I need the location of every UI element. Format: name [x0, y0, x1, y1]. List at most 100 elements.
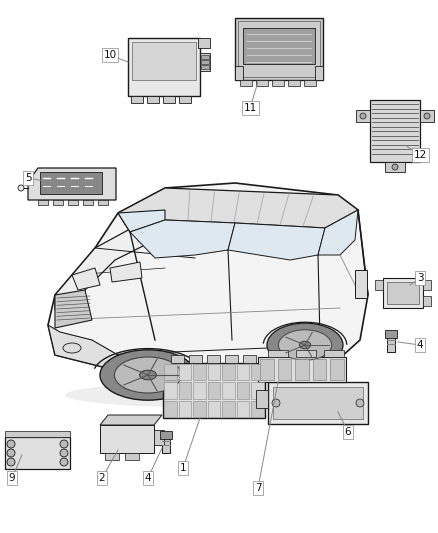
- Bar: [423, 280, 431, 290]
- Bar: [288, 80, 300, 86]
- Bar: [68, 200, 78, 205]
- Circle shape: [356, 399, 364, 407]
- Polygon shape: [318, 210, 358, 255]
- Circle shape: [18, 185, 24, 191]
- Polygon shape: [118, 188, 358, 232]
- Circle shape: [7, 458, 15, 466]
- Bar: [273, 387, 363, 419]
- Polygon shape: [48, 183, 368, 375]
- Text: 10: 10: [103, 50, 117, 60]
- Bar: [189, 355, 202, 363]
- Bar: [256, 390, 268, 408]
- Circle shape: [424, 113, 430, 119]
- Bar: [201, 65, 209, 69]
- Bar: [383, 278, 423, 308]
- Bar: [237, 382, 249, 399]
- Bar: [83, 200, 93, 205]
- Ellipse shape: [279, 330, 332, 360]
- Bar: [201, 60, 209, 64]
- Polygon shape: [118, 210, 165, 232]
- Polygon shape: [100, 415, 162, 425]
- Bar: [163, 363, 265, 418]
- Bar: [258, 357, 346, 382]
- Bar: [98, 200, 108, 205]
- Bar: [131, 96, 143, 103]
- Circle shape: [60, 449, 68, 457]
- Bar: [315, 66, 323, 80]
- Ellipse shape: [140, 370, 156, 380]
- Ellipse shape: [114, 357, 182, 393]
- Bar: [235, 66, 243, 80]
- Polygon shape: [110, 262, 142, 282]
- Ellipse shape: [267, 323, 343, 367]
- Bar: [160, 431, 172, 439]
- Ellipse shape: [299, 341, 311, 349]
- Bar: [243, 28, 315, 64]
- Text: 11: 11: [244, 103, 257, 113]
- Bar: [243, 355, 256, 363]
- Bar: [225, 355, 238, 363]
- Text: 7: 7: [254, 483, 261, 493]
- Text: 2: 2: [99, 473, 105, 483]
- Bar: [223, 364, 235, 381]
- Bar: [40, 172, 102, 194]
- Text: 12: 12: [413, 150, 427, 160]
- Bar: [208, 364, 220, 381]
- Bar: [193, 401, 206, 417]
- Bar: [208, 401, 220, 417]
- Text: 5: 5: [25, 173, 31, 183]
- Bar: [171, 355, 184, 363]
- Bar: [240, 80, 252, 86]
- Text: 4: 4: [417, 340, 423, 350]
- Bar: [164, 401, 177, 417]
- Bar: [179, 401, 191, 417]
- Bar: [193, 382, 206, 399]
- Bar: [272, 80, 284, 86]
- Bar: [154, 430, 164, 445]
- Bar: [38, 200, 48, 205]
- Polygon shape: [130, 220, 235, 258]
- Circle shape: [7, 440, 15, 448]
- Circle shape: [60, 440, 68, 448]
- Bar: [251, 382, 264, 399]
- Text: 4: 4: [145, 473, 151, 483]
- Bar: [200, 53, 210, 71]
- Bar: [128, 38, 200, 96]
- Text: 1: 1: [180, 463, 186, 473]
- Polygon shape: [72, 268, 100, 290]
- Ellipse shape: [63, 343, 81, 353]
- Bar: [238, 21, 320, 77]
- Bar: [162, 435, 170, 453]
- Bar: [201, 55, 209, 59]
- Circle shape: [360, 113, 366, 119]
- Bar: [237, 364, 249, 381]
- Text: 3: 3: [417, 273, 423, 283]
- Ellipse shape: [100, 350, 196, 400]
- Polygon shape: [28, 168, 116, 200]
- Bar: [355, 270, 367, 298]
- Bar: [53, 200, 63, 205]
- Bar: [385, 330, 397, 338]
- Bar: [105, 453, 119, 460]
- Polygon shape: [228, 223, 325, 260]
- Text: 6: 6: [345, 427, 351, 437]
- Ellipse shape: [65, 383, 345, 408]
- Bar: [179, 96, 191, 103]
- Bar: [420, 110, 434, 122]
- Polygon shape: [55, 290, 92, 328]
- Bar: [387, 334, 395, 352]
- Bar: [5, 437, 70, 469]
- Bar: [370, 100, 420, 162]
- Bar: [237, 401, 249, 417]
- Bar: [423, 296, 431, 306]
- Bar: [251, 364, 264, 381]
- Bar: [385, 162, 405, 172]
- Text: 9: 9: [9, 473, 15, 483]
- Bar: [132, 42, 196, 80]
- Bar: [295, 359, 309, 380]
- Bar: [179, 364, 191, 381]
- Bar: [125, 453, 139, 460]
- Bar: [164, 382, 177, 399]
- Bar: [179, 382, 191, 399]
- Bar: [193, 364, 206, 381]
